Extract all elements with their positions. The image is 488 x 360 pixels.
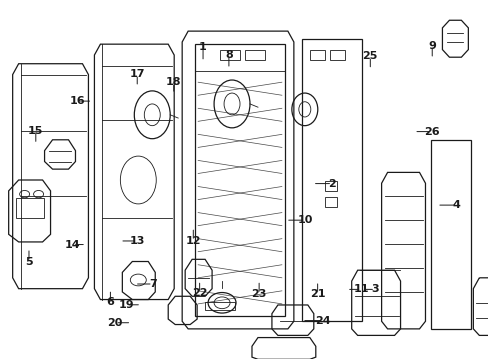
Bar bbox=[309, 50, 324, 60]
Bar bbox=[324, 181, 336, 191]
Text: 20: 20 bbox=[107, 318, 122, 328]
Text: 10: 10 bbox=[297, 215, 312, 225]
Text: 6: 6 bbox=[106, 297, 114, 307]
Text: 8: 8 bbox=[224, 50, 232, 60]
Text: 7: 7 bbox=[149, 279, 156, 289]
Text: 14: 14 bbox=[65, 239, 81, 249]
Bar bbox=[324, 197, 336, 207]
Text: 24: 24 bbox=[314, 316, 330, 325]
Text: 13: 13 bbox=[129, 236, 144, 246]
Text: 23: 23 bbox=[251, 289, 266, 299]
Text: 26: 26 bbox=[424, 127, 439, 136]
Text: 1: 1 bbox=[199, 42, 206, 52]
Text: 22: 22 bbox=[191, 288, 207, 298]
Bar bbox=[329, 50, 344, 60]
Bar bbox=[244, 50, 264, 60]
Text: 9: 9 bbox=[427, 41, 435, 50]
Text: 15: 15 bbox=[28, 126, 43, 135]
Bar bbox=[204, 302, 235, 310]
Text: 17: 17 bbox=[129, 69, 144, 79]
Text: 2: 2 bbox=[328, 179, 335, 189]
Text: 12: 12 bbox=[185, 236, 201, 246]
Bar bbox=[16, 198, 43, 218]
Bar bbox=[220, 50, 240, 60]
Text: 16: 16 bbox=[70, 96, 85, 106]
Text: 25: 25 bbox=[362, 51, 377, 61]
Text: 18: 18 bbox=[166, 77, 181, 87]
Text: 21: 21 bbox=[309, 289, 325, 299]
Text: 3: 3 bbox=[370, 284, 378, 294]
Text: 5: 5 bbox=[25, 257, 33, 267]
Text: 19: 19 bbox=[119, 300, 134, 310]
Text: 11: 11 bbox=[353, 284, 368, 294]
Text: 4: 4 bbox=[452, 200, 460, 210]
